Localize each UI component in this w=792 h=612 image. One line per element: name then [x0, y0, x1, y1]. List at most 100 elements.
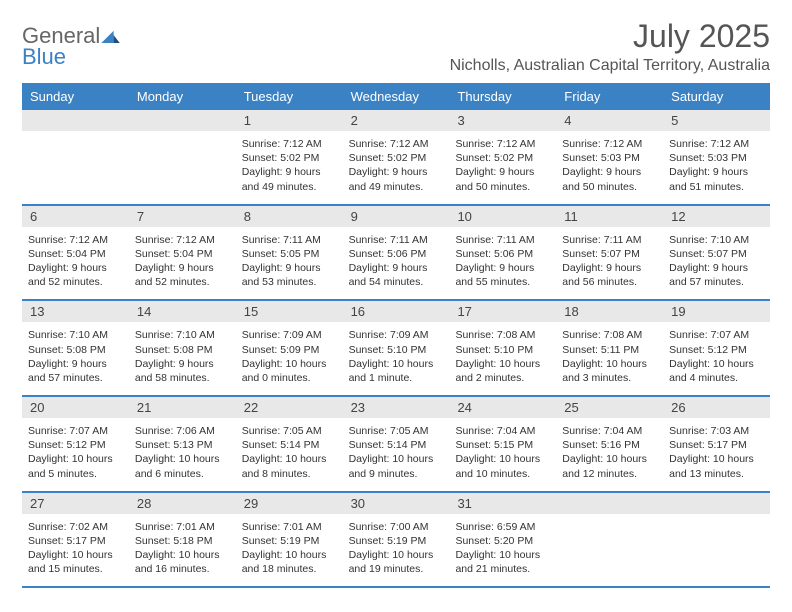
day-cell: Sunrise: 7:12 AMSunset: 5:04 PMDaylight:… [22, 227, 129, 300]
day-body: Sunrise: 7:03 AMSunset: 5:17 PMDaylight:… [669, 422, 764, 483]
sunset-text: Sunset: 5:19 PM [242, 534, 337, 548]
day-number: 23 [343, 397, 450, 418]
daylight-text: Daylight: 10 hours and 18 minutes. [242, 548, 337, 576]
calendar: SundayMondayTuesdayWednesdayThursdayFrid… [22, 83, 770, 588]
daylight-text: Daylight: 9 hours and 52 minutes. [28, 261, 123, 289]
day-number: 15 [236, 301, 343, 322]
daylight-text: Daylight: 9 hours and 49 minutes. [242, 165, 337, 193]
day-number: 24 [449, 397, 556, 418]
day-number: 1 [236, 110, 343, 131]
day-body: Sunrise: 7:08 AMSunset: 5:11 PMDaylight:… [562, 326, 657, 387]
sunrise-text: Sunrise: 7:06 AM [135, 424, 230, 438]
day-header: Wednesday [343, 83, 450, 110]
day-number: 13 [22, 301, 129, 322]
day-header: Friday [556, 83, 663, 110]
sunset-text: Sunset: 5:03 PM [669, 151, 764, 165]
sunset-text: Sunset: 5:11 PM [562, 343, 657, 357]
day-body: Sunrise: 7:04 AMSunset: 5:16 PMDaylight:… [562, 422, 657, 483]
day-cell: Sunrise: 7:11 AMSunset: 5:06 PMDaylight:… [449, 227, 556, 300]
day-header: Thursday [449, 83, 556, 110]
day-number: 2 [343, 110, 450, 131]
day-number: 20 [22, 397, 129, 418]
daylight-text: Daylight: 10 hours and 6 minutes. [135, 452, 230, 480]
daylight-text: Daylight: 10 hours and 2 minutes. [455, 357, 550, 385]
day-body: Sunrise: 7:11 AMSunset: 5:06 PMDaylight:… [349, 231, 444, 292]
day-number: 16 [343, 301, 450, 322]
day-number: 25 [556, 397, 663, 418]
day-body: Sunrise: 7:11 AMSunset: 5:07 PMDaylight:… [562, 231, 657, 292]
day-number: 7 [129, 206, 236, 227]
sunrise-text: Sunrise: 7:12 AM [28, 233, 123, 247]
day-cell: Sunrise: 7:08 AMSunset: 5:10 PMDaylight:… [449, 322, 556, 395]
sunset-text: Sunset: 5:04 PM [28, 247, 123, 261]
day-body: Sunrise: 7:10 AMSunset: 5:07 PMDaylight:… [669, 231, 764, 292]
day-cell: Sunrise: 7:02 AMSunset: 5:17 PMDaylight:… [22, 514, 129, 587]
sunrise-text: Sunrise: 7:10 AM [669, 233, 764, 247]
weeks-container: 12345Sunrise: 7:12 AMSunset: 5:02 PMDayl… [22, 110, 770, 588]
sunset-text: Sunset: 5:14 PM [349, 438, 444, 452]
day-number-row: 6789101112 [22, 206, 770, 227]
day-number-row: 20212223242526 [22, 397, 770, 418]
sunset-text: Sunset: 5:02 PM [242, 151, 337, 165]
day-cell: Sunrise: 7:12 AMSunset: 5:03 PMDaylight:… [556, 131, 663, 204]
sunset-text: Sunset: 5:03 PM [562, 151, 657, 165]
daylight-text: Daylight: 10 hours and 3 minutes. [562, 357, 657, 385]
sunset-text: Sunset: 5:02 PM [349, 151, 444, 165]
day-number: 6 [22, 206, 129, 227]
sunset-text: Sunset: 5:08 PM [28, 343, 123, 357]
day-cell: Sunrise: 7:01 AMSunset: 5:18 PMDaylight:… [129, 514, 236, 587]
day-cell: Sunrise: 7:11 AMSunset: 5:07 PMDaylight:… [556, 227, 663, 300]
day-cell: Sunrise: 7:00 AMSunset: 5:19 PMDaylight:… [343, 514, 450, 587]
sunset-text: Sunset: 5:12 PM [669, 343, 764, 357]
sunrise-text: Sunrise: 7:12 AM [455, 137, 550, 151]
day-number-row: 13141516171819 [22, 301, 770, 322]
sunrise-text: Sunrise: 7:11 AM [349, 233, 444, 247]
day-body: Sunrise: 7:06 AMSunset: 5:13 PMDaylight:… [135, 422, 230, 483]
daylight-text: Daylight: 10 hours and 13 minutes. [669, 452, 764, 480]
sunset-text: Sunset: 5:20 PM [455, 534, 550, 548]
day-cell: Sunrise: 7:09 AMSunset: 5:09 PMDaylight:… [236, 322, 343, 395]
sunset-text: Sunset: 5:04 PM [135, 247, 230, 261]
sunrise-text: Sunrise: 7:12 AM [135, 233, 230, 247]
day-body: Sunrise: 7:08 AMSunset: 5:10 PMDaylight:… [455, 326, 550, 387]
daylight-text: Daylight: 10 hours and 12 minutes. [562, 452, 657, 480]
logo-triangle-icon [101, 24, 121, 47]
day-number: 28 [129, 493, 236, 514]
daylight-text: Daylight: 9 hours and 56 minutes. [562, 261, 657, 289]
day-cell: Sunrise: 7:08 AMSunset: 5:11 PMDaylight:… [556, 322, 663, 395]
day-cell: Sunrise: 7:12 AMSunset: 5:02 PMDaylight:… [343, 131, 450, 204]
day-number: 27 [22, 493, 129, 514]
day-headers-row: SundayMondayTuesdayWednesdayThursdayFrid… [22, 83, 770, 110]
sunset-text: Sunset: 5:06 PM [349, 247, 444, 261]
day-number: 18 [556, 301, 663, 322]
day-number: 31 [449, 493, 556, 514]
day-cell: Sunrise: 7:04 AMSunset: 5:15 PMDaylight:… [449, 418, 556, 491]
day-number: 3 [449, 110, 556, 131]
daylight-text: Daylight: 9 hours and 57 minutes. [669, 261, 764, 289]
day-cell: Sunrise: 7:10 AMSunset: 5:07 PMDaylight:… [663, 227, 770, 300]
sunrise-text: Sunrise: 7:11 AM [562, 233, 657, 247]
day-cell: Sunrise: 7:12 AMSunset: 5:03 PMDaylight:… [663, 131, 770, 204]
day-number: 17 [449, 301, 556, 322]
day-header: Sunday [22, 83, 129, 110]
day-body: Sunrise: 7:02 AMSunset: 5:17 PMDaylight:… [28, 518, 123, 579]
sunset-text: Sunset: 5:12 PM [28, 438, 123, 452]
sunset-text: Sunset: 5:09 PM [242, 343, 337, 357]
day-body: Sunrise: 7:12 AMSunset: 5:04 PMDaylight:… [135, 231, 230, 292]
daylight-text: Daylight: 10 hours and 8 minutes. [242, 452, 337, 480]
daylight-text: Daylight: 9 hours and 53 minutes. [242, 261, 337, 289]
sunrise-text: Sunrise: 7:01 AM [135, 520, 230, 534]
day-number: 30 [343, 493, 450, 514]
sunrise-text: Sunrise: 7:07 AM [28, 424, 123, 438]
day-cell [663, 514, 770, 587]
day-number: 11 [556, 206, 663, 227]
logo-text-blue: Blue [22, 45, 121, 68]
day-cell: Sunrise: 7:05 AMSunset: 5:14 PMDaylight:… [236, 418, 343, 491]
daylight-text: Daylight: 10 hours and 0 minutes. [242, 357, 337, 385]
daylight-text: Daylight: 9 hours and 54 minutes. [349, 261, 444, 289]
daylight-text: Daylight: 10 hours and 16 minutes. [135, 548, 230, 576]
header: GeneralBlue July 2025 Nicholls, Australi… [22, 18, 770, 75]
sunrise-text: Sunrise: 7:00 AM [349, 520, 444, 534]
sunrise-text: Sunrise: 7:03 AM [669, 424, 764, 438]
sunrise-text: Sunrise: 7:10 AM [28, 328, 123, 342]
